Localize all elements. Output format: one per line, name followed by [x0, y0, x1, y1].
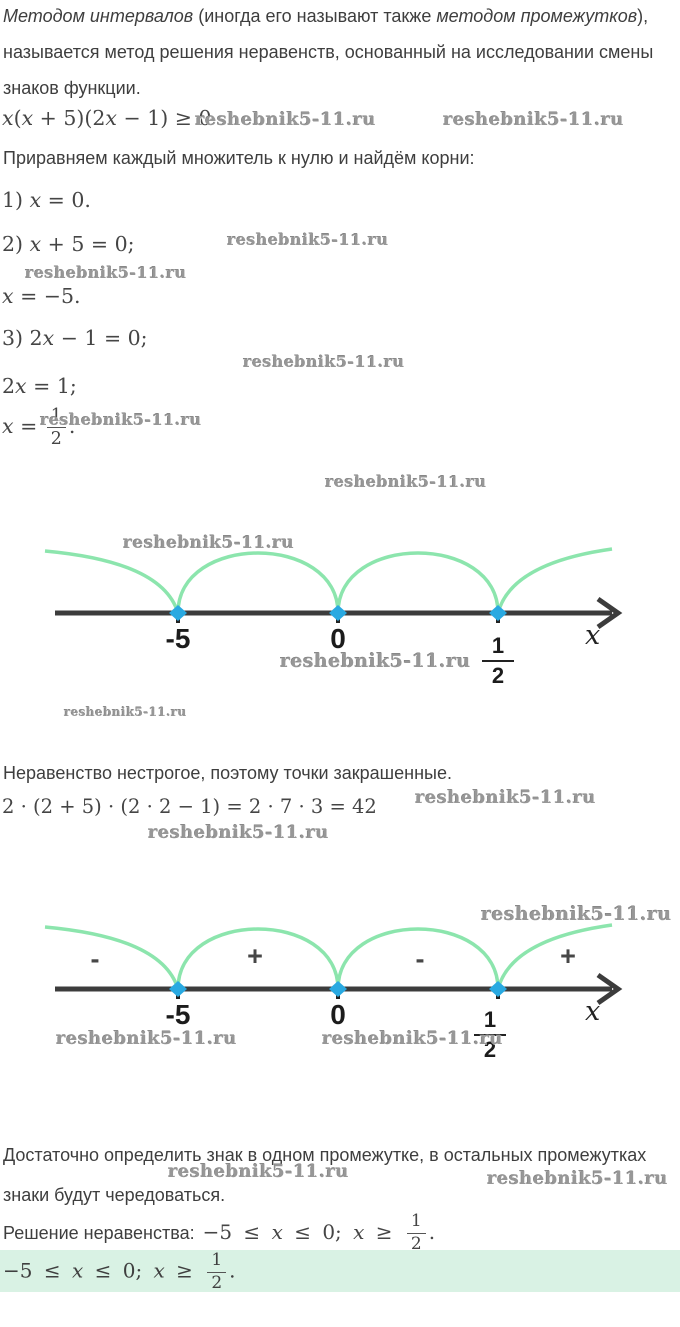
watermark: reshebnik5-11.ru: [325, 472, 487, 491]
arc-minus5-to-0: [176, 551, 340, 614]
watermark: reshebnik5-11.ru: [322, 1028, 503, 1049]
number-line-diagram-1: [44, 547, 623, 630]
intro-term-gap-method: методом промежутков: [436, 6, 638, 26]
watermark: reshebnik5-11.ru: [243, 352, 405, 371]
arc-0-to-half: [336, 927, 500, 990]
point-marker-half: [489, 981, 507, 997]
point-marker-0: [329, 605, 347, 621]
axis-tick-label-half: 1 2: [482, 633, 514, 690]
watermark: reshebnik5-11.ru: [280, 650, 471, 672]
point-marker-0: [329, 981, 347, 997]
alternation-note-line-2: знаки будут чередоваться.: [3, 1185, 226, 1205]
watermark: reshebnik5-11.ru: [415, 787, 596, 808]
number-line-diagram-2: [44, 923, 623, 1006]
intro-line-3: знаков функции.: [3, 78, 141, 98]
watermark: reshebnik5-11.ru: [148, 822, 329, 843]
axis-tick-label-0: 0: [330, 999, 346, 1030]
axis-arrow: [596, 596, 623, 630]
alternation-note-line-1: Достаточно определить знак в одном проме…: [3, 1145, 647, 1165]
check-formula: 2 · (2 + 5) · (2 · 2 − 1) = 2 · 7 · 3 = …: [2, 795, 377, 818]
point-marker-minus5: [169, 981, 187, 997]
axis-tick-label-minus5: -5: [165, 623, 191, 654]
watermark: reshebnik5-11.ru: [487, 1168, 668, 1189]
nonstrict-note: Неравенство нестрогое, поэтому точки зак…: [3, 763, 452, 783]
watermark: reshebnik5-11.ru: [168, 1161, 349, 1182]
watermark: reshebnik5-11.ru: [443, 109, 624, 130]
roots-intro-text: Приравняем каждый множитель к нулю и най…: [3, 148, 475, 168]
solution-label: Решение неравенства:: [3, 1222, 195, 1243]
step-2b: x = −5.: [2, 284, 81, 308]
interval-sign-2: +: [247, 941, 263, 971]
arc-left-tail: [44, 549, 180, 614]
step-3a: 3) 2x − 1 = 0;: [2, 326, 148, 350]
step-1: 1) x = 0.: [2, 188, 91, 212]
intro-line-2: называется метод решения неравенств, осн…: [3, 42, 654, 62]
interval-sign-1: -: [90, 944, 100, 974]
arc-minus5-to-0: [176, 927, 340, 990]
watermark: reshebnik5-11.ru: [195, 109, 376, 130]
point-marker-minus5: [169, 605, 187, 621]
axis-label-x: x: [585, 996, 601, 1027]
intro-line-1: Методом интервалов (иногда его называют …: [3, 6, 649, 26]
watermark: reshebnik5-11.ru: [227, 230, 389, 249]
arc-right-tail: [496, 923, 613, 990]
arc-right-tail: [496, 547, 613, 614]
axis-tick-label-0: 0: [330, 623, 346, 654]
axis-tick-label-minus5: -5: [165, 999, 191, 1030]
axis-tick-label-half: 1 2: [474, 1007, 506, 1064]
interval-sign-4: +: [560, 941, 576, 971]
main-inequality-formula: x(x + 5)(2x − 1) ≥ 0: [2, 106, 212, 130]
watermark: reshebnik5-11.ru: [40, 410, 202, 429]
arc-left-tail: [44, 925, 180, 990]
axis-label-x: x: [585, 620, 601, 651]
point-marker-half: [489, 605, 507, 621]
watermark: reshebnik5-11.ru: [481, 903, 672, 925]
watermark: reshebnik5-11.ru: [64, 705, 187, 719]
step-2a: 2) x + 5 = 0;: [2, 232, 135, 256]
intro-term-interval-method: Методом интервалов: [3, 6, 194, 26]
watermark: reshebnik5-11.ru: [25, 263, 187, 282]
axis-arrow: [596, 972, 623, 1006]
watermark: reshebnik5-11.ru: [123, 533, 295, 553]
interval-sign-3: -: [415, 944, 425, 974]
watermark: reshebnik5-11.ru: [56, 1028, 237, 1049]
step-3b: 2x = 1;: [2, 374, 77, 398]
arc-0-to-half: [336, 551, 500, 614]
